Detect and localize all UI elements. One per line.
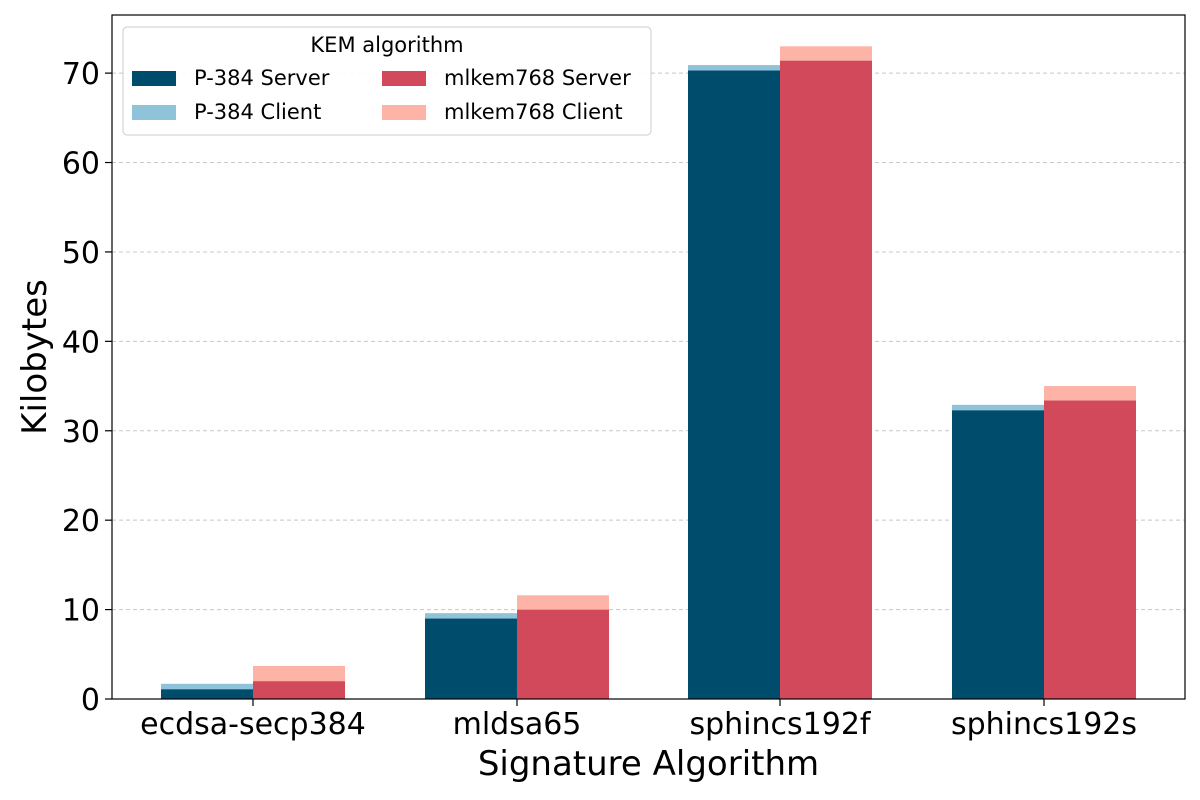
- bar-mlkem768-client-ecdsa-secp384: [253, 665, 345, 682]
- bar-mlkem768-server-ecdsa-secp384: [253, 681, 345, 699]
- legend-swatch-p-384-client: [132, 105, 176, 120]
- y-tick-label-10: 10: [62, 594, 100, 629]
- bar-P-384-server-mldsa65: [425, 618, 517, 699]
- bar-mlkem768-client-sphincs192f: [780, 46, 872, 61]
- legend-swatch-p-384-server: [132, 71, 176, 86]
- bar-P-384-server-sphincs192f: [688, 70, 780, 699]
- bar-P-384-client-sphincs192f: [688, 65, 780, 71]
- bar-mlkem768-server-sphincs192f: [780, 60, 872, 700]
- axis-ticks: 0 10 20 30 40 50 60 70 ecdsa-secp384 mldsa65 sphin…: [62, 57, 1137, 742]
- bar-P-384-client-mldsa65: [425, 613, 517, 619]
- legend-title: KEM algorithm: [310, 33, 463, 57]
- legend-label-p-384-client: P-384 Client: [194, 100, 321, 124]
- legend-swatch-mlkem768-server: [382, 71, 426, 86]
- bars: [161, 46, 1136, 700]
- bar-mlkem768-server-sphincs192s: [1044, 400, 1136, 699]
- y-tick-label-50: 50: [62, 236, 100, 271]
- x-tick-label-sphincs192f: sphincs192f: [690, 707, 872, 742]
- legend-label-p-384-server: P-384 Server: [194, 66, 330, 90]
- bar-mlkem768-client-mldsa65: [517, 595, 609, 610]
- x-tick-label-mldsa65: mldsa65: [453, 707, 582, 742]
- y-tick-label-40: 40: [62, 325, 100, 360]
- bar-P-384-server-ecdsa-secp384: [161, 689, 253, 699]
- y-axis-title: Kilobytes: [15, 279, 55, 435]
- plot-frame: [111, 14, 1186, 700]
- bar-P-384-client-sphincs192s: [952, 404, 1044, 411]
- legend: KEM algorithm P-384 Server P-384 Client ml…: [122, 26, 652, 136]
- y-tick-label-0: 0: [81, 683, 100, 718]
- legend-swatch-mlkem768-client: [382, 105, 426, 120]
- legend-label-mlkem768-server: mlkem768 Server: [444, 66, 631, 90]
- bar-P-384-server-sphincs192s: [952, 410, 1044, 699]
- y-tick-label-20: 20: [62, 504, 100, 539]
- y-tick-label-70: 70: [62, 57, 100, 92]
- y-tick-label-30: 30: [62, 415, 100, 450]
- bar-mlkem768-server-mldsa65: [517, 609, 609, 699]
- bar-P-384-client-ecdsa-secp384: [161, 683, 253, 690]
- x-axis-title: Signature Algorithm: [478, 744, 819, 784]
- x-tick-label-sphincs192s: sphincs192s: [951, 707, 1137, 742]
- bar-mlkem768-client-sphincs192s: [1044, 386, 1136, 401]
- y-tick-label-60: 60: [62, 147, 100, 182]
- x-tick-label-ecdsa-secp384: ecdsa-secp384: [140, 707, 366, 742]
- legend-label-mlkem768-client: mlkem768 Client: [444, 100, 623, 124]
